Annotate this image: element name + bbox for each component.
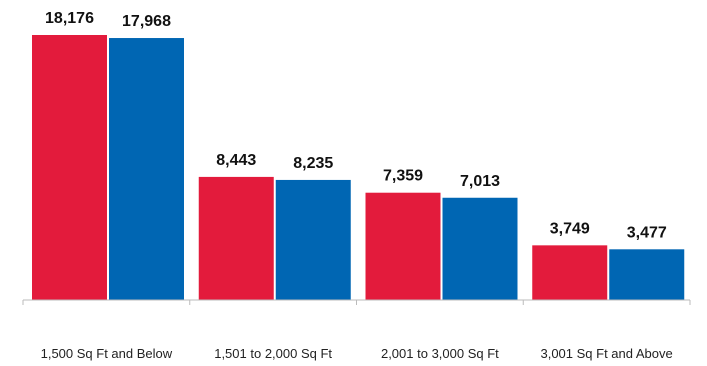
value-label-2-series-0: 7,359	[383, 168, 423, 185]
value-label-2-series-1: 7,013	[460, 173, 500, 190]
bar-3-series-0	[532, 245, 608, 300]
x-tick-label-3: 3,001 Sq Ft and Above	[540, 346, 672, 361]
x-tick-label-2: 2,001 to 3,000 Sq Ft	[381, 346, 499, 361]
bar-0-series-0	[32, 35, 107, 300]
x-tick-label-1: 1,501 to 2,000 Sq Ft	[214, 346, 332, 361]
value-label-3-series-0: 3,749	[550, 220, 590, 237]
bar-1-series-0	[198, 176, 274, 300]
bar-3-series-1	[609, 249, 685, 300]
bar-2-series-0	[365, 192, 441, 300]
value-label-1-series-1: 8,235	[293, 155, 333, 172]
bar-2-series-1	[442, 197, 518, 300]
bars-layer	[32, 35, 685, 301]
bar-0-series-1	[109, 38, 184, 301]
value-label-0-series-1: 17,968	[122, 13, 171, 30]
value-labels-layer: 18,176 17,968 8,443 8,235 7,359 7,013 3,749 3,4…	[45, 10, 667, 241]
bar-1-series-1	[275, 179, 351, 300]
value-label-1-series-0: 8,443	[216, 152, 256, 169]
value-label-0-series-0: 18,176	[45, 10, 94, 27]
x-tick-labels: 1,500 Sq Ft and Below 1,501 to 2,000 Sq F…	[41, 346, 673, 361]
value-label-3-series-1: 3,477	[627, 224, 667, 241]
x-axis	[22, 299, 691, 305]
x-tick-label-0: 1,500 Sq Ft and Below	[41, 346, 173, 361]
